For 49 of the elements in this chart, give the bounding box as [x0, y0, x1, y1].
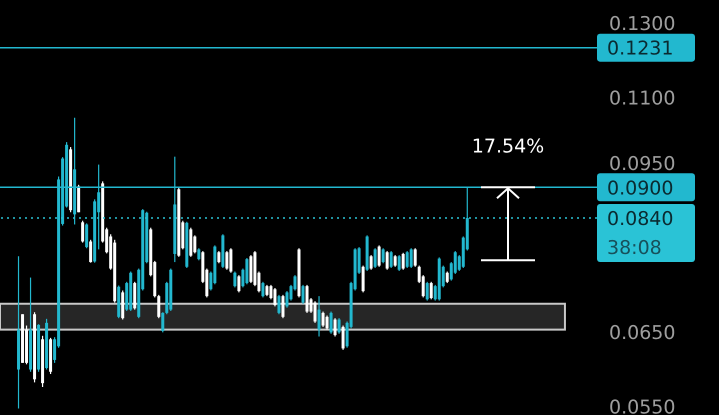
candlestick [334, 318, 337, 338]
candlestick [277, 294, 280, 315]
candlestick [382, 248, 385, 264]
candlestick [402, 252, 405, 270]
ref-line-label: 0.0900 [607, 177, 674, 200]
candlestick [386, 250, 389, 270]
candlestick [342, 324, 345, 350]
candlestick [225, 250, 228, 270]
candlestick [406, 250, 409, 269]
candlestick [318, 296, 321, 338]
candlestick [410, 248, 413, 269]
candlestick [265, 284, 268, 297]
candlestick [326, 314, 329, 330]
candlestick [378, 244, 381, 268]
candlestick [374, 248, 377, 269]
candlestick [330, 310, 333, 334]
ref-line-label: 0.1231 [607, 38, 674, 60]
candlestick [89, 239, 92, 264]
y-tick-label: 0.0650 [609, 322, 676, 344]
y-tick-label: 0.0550 [609, 396, 676, 415]
candlestick [414, 248, 417, 268]
candlestick [81, 220, 84, 244]
ref-line-label: 0.0840 [607, 208, 674, 230]
candlestick [390, 250, 393, 269]
candlestick [197, 248, 200, 261]
candlestick [233, 270, 236, 288]
candlestick [426, 281, 429, 302]
candlestick [261, 281, 264, 298]
candlestick [398, 254, 401, 272]
candlestick [281, 294, 284, 319]
candlestick [338, 318, 341, 334]
candlestick [237, 274, 240, 293]
y-tick-label: 0.1100 [609, 88, 676, 110]
candlestick [314, 300, 317, 324]
candlestick [394, 254, 397, 268]
candlestick [245, 257, 248, 285]
candlestick [446, 270, 449, 284]
candlestick [370, 254, 373, 270]
candlestick [302, 284, 305, 304]
y-tick-label: 0.1300 [609, 13, 676, 36]
candlestick [322, 310, 325, 328]
candlestick [85, 222, 88, 249]
y-tick-label: 0.0950 [609, 152, 676, 175]
annotation: 17.54% [472, 135, 544, 158]
candlestick [229, 248, 232, 274]
candlestick [430, 281, 433, 300]
candlestick [217, 250, 220, 264]
text: 38:08 [607, 237, 662, 260]
candlestick [273, 287, 276, 307]
